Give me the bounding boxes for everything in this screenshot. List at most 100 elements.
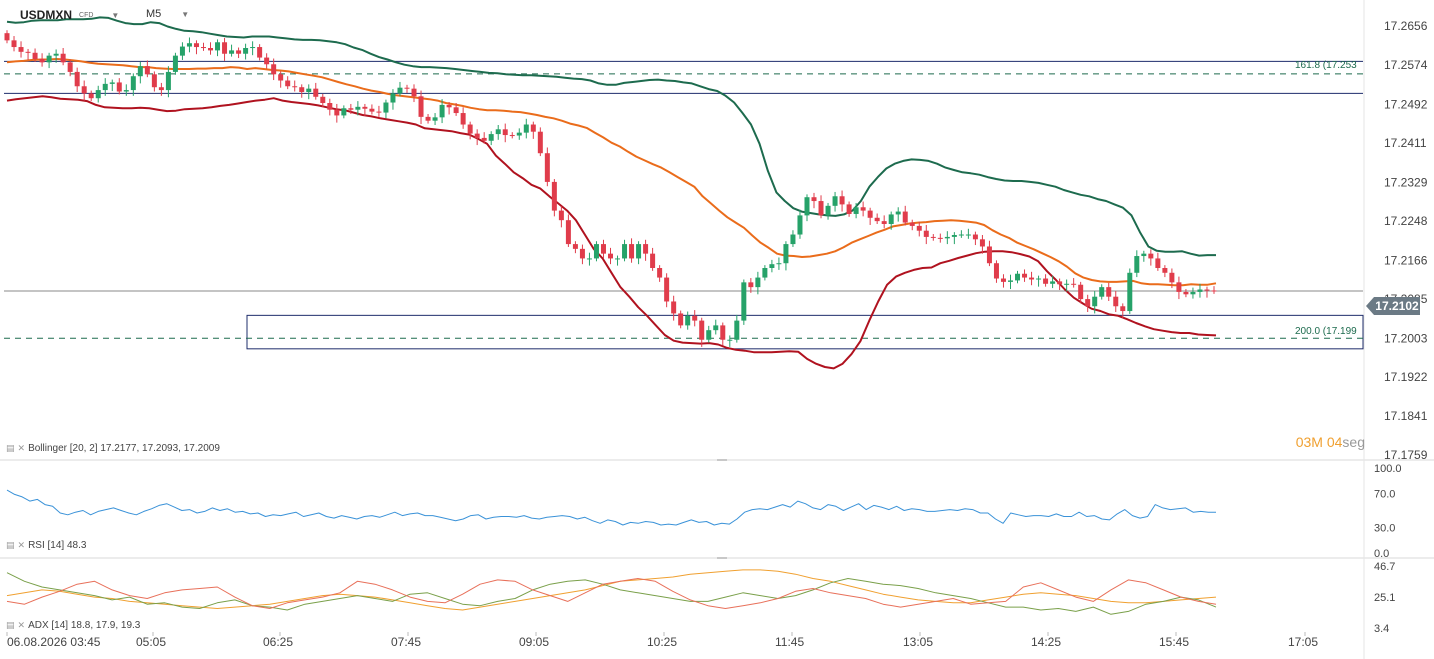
candle-body [271, 64, 277, 75]
candle-body [783, 244, 789, 264]
candle-body [1155, 258, 1161, 268]
candle-body [558, 210, 564, 221]
candle-body [650, 253, 656, 268]
candle-body [853, 207, 859, 214]
candle-body [1015, 273, 1021, 281]
candle-body [18, 47, 24, 52]
price-tick-label: 17.2574 [1384, 58, 1428, 72]
candle-body [671, 301, 677, 314]
price-tick-label: 17.1841 [1384, 409, 1428, 423]
candle-body [1050, 281, 1056, 284]
candle-body [369, 108, 375, 112]
candle-countdown: 03M 04seg [1295, 434, 1365, 450]
candle-body [257, 47, 263, 58]
adx-legend-label: ADX [14] 18.8, 17.9, 19.3 [28, 620, 141, 631]
di-plus-line [6, 572, 1217, 615]
candle-body [1064, 283, 1070, 285]
time-tick-label: 15:45 [1159, 635, 1189, 649]
candle-body [411, 88, 417, 97]
candle-body [1029, 277, 1035, 280]
candle-body [488, 134, 494, 141]
candle-body [39, 59, 45, 63]
close-icon[interactable]: ✕ [17, 620, 26, 630]
candle-body [874, 217, 880, 222]
candle-body [706, 330, 712, 340]
fib-label: 200.0 (17.199 [1295, 326, 1357, 337]
price-tick-label: 17.1922 [1384, 370, 1428, 384]
candle-body [109, 82, 115, 84]
time-tick-label: 17:05 [1288, 635, 1318, 649]
candle-body [264, 57, 270, 65]
candle-body [165, 71, 171, 91]
candle-body [376, 111, 382, 113]
candle-body [811, 197, 817, 202]
candle-body [208, 48, 214, 51]
adx-legend[interactable]: ▤ ✕ ADX [14] 18.8, 17.9, 19.3 [6, 620, 140, 631]
price-tick-label: 17.2003 [1384, 331, 1428, 345]
candle-body [804, 197, 810, 216]
close-icon[interactable]: ✕ [17, 540, 26, 550]
candle-body [1176, 282, 1182, 292]
candle-body [678, 313, 684, 326]
candle-body [215, 42, 221, 51]
candle-body [1162, 268, 1168, 273]
candle-body [1211, 290, 1217, 292]
rsi-tick-label: 70.0 [1374, 489, 1395, 501]
candle-body [544, 153, 550, 182]
candle-body [236, 50, 242, 54]
candle-body [986, 246, 992, 264]
candle-body [172, 55, 178, 72]
candle-body [881, 221, 887, 224]
bollinger-lower-line [6, 95, 1217, 370]
candle-body [460, 113, 466, 125]
rsi-legend[interactable]: ▤ ✕ RSI [14] 48.3 [6, 540, 86, 551]
candle-body [755, 277, 761, 288]
candle-body [313, 88, 319, 97]
candle-body [965, 234, 971, 236]
candle-body [151, 74, 157, 88]
price-tick-label: 17.2248 [1384, 214, 1428, 228]
candle-body [285, 80, 291, 87]
candle-body [769, 264, 775, 268]
menu-icon[interactable]: ▤ [6, 540, 15, 550]
candle-body [158, 87, 164, 91]
timeframe-selector[interactable]: M5 ▼ [146, 8, 189, 20]
candle-body [116, 82, 122, 92]
candle-body [481, 137, 487, 141]
candle-body [600, 244, 606, 254]
current-price-tag: 17.2102 [1366, 297, 1420, 315]
menu-icon[interactable]: ▤ [6, 620, 15, 630]
candle-body [1092, 296, 1098, 307]
price-tick-label: 17.2411 [1384, 136, 1427, 150]
candle-body [572, 244, 578, 249]
candle-body [1204, 289, 1210, 291]
candle-body [1127, 272, 1133, 312]
candle-body [439, 104, 445, 118]
adx-tick-label: 25.1 [1374, 592, 1395, 604]
bollinger-upper-line [6, 16, 1216, 257]
candle-body [1007, 280, 1013, 282]
candle-body [537, 131, 543, 154]
candle-body [692, 315, 698, 321]
candle-body [362, 106, 368, 109]
candle-body [1022, 273, 1028, 278]
rsi-tick-label: 0.0 [1374, 548, 1389, 560]
candle-body [748, 282, 754, 288]
candle-body [937, 237, 943, 239]
candle-body [895, 211, 901, 215]
symbol-selector[interactable]: USDMXN CFD ▼ [20, 8, 119, 22]
menu-icon[interactable]: ▤ [6, 443, 15, 453]
candle-body [832, 196, 838, 206]
candle-body [102, 83, 108, 91]
candle-body [916, 225, 922, 231]
candle-body [81, 86, 87, 94]
close-icon[interactable]: ✕ [17, 443, 26, 453]
bollinger-legend[interactable]: ▤ ✕ Bollinger [20, 2] 17.2177, 17.2093, … [6, 443, 220, 454]
candle-body [615, 258, 621, 260]
candle-body [306, 88, 312, 92]
candle-body [734, 320, 740, 340]
price-tick-label: 17.2492 [1384, 97, 1428, 111]
candle-body [699, 320, 705, 340]
candle-body [137, 66, 143, 77]
